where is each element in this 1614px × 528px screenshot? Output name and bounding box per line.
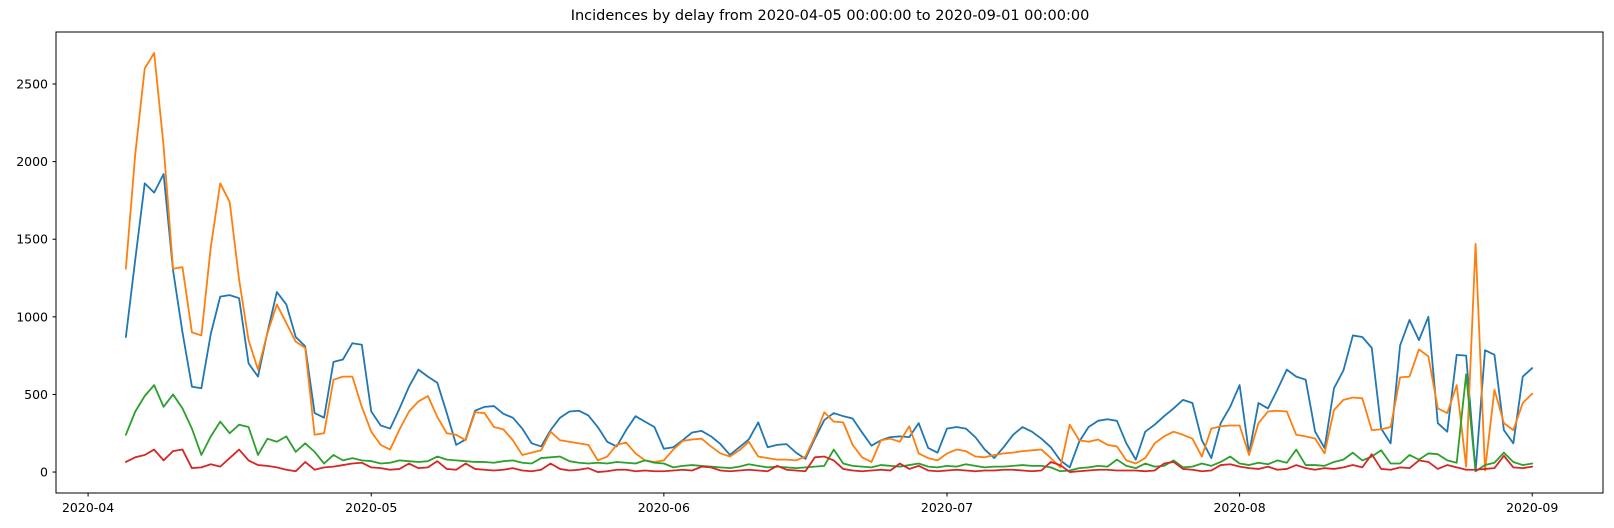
y-tick-label: 2500 — [16, 76, 48, 91]
y-tick-label: 0 — [40, 465, 48, 480]
x-tick-label: 2020-04 — [62, 500, 114, 515]
x-tick-label: 2020-07 — [921, 500, 973, 515]
x-tick-label: 2020-06 — [638, 500, 690, 515]
y-tick-label: 1500 — [16, 232, 48, 247]
y-tick-label: 2000 — [16, 154, 48, 169]
axes-frame — [55, 31, 1604, 494]
series-line-delay-series-2 — [124, 52, 1534, 472]
x-tick-label: 2020-08 — [1213, 500, 1265, 515]
y-tick-label: 500 — [24, 387, 48, 402]
chart-title: Incidences by delay from 2020-04-05 00:0… — [570, 8, 1090, 24]
y-tick-label: 1000 — [16, 309, 48, 324]
series-line-delay-series-1 — [124, 173, 1534, 473]
x-tick-label: 2020-09 — [1506, 500, 1558, 515]
series-line-delay-series-4 — [124, 448, 1534, 473]
series-line-delay-series-3 — [124, 373, 1534, 473]
x-tick-label: 2020-05 — [345, 500, 397, 515]
